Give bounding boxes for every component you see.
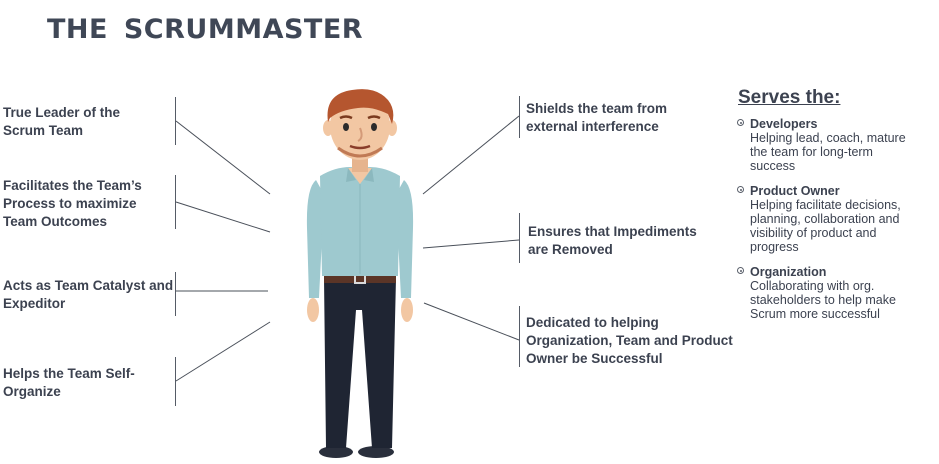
serves-item-description: Helping lead, coach, mature the team for … xyxy=(750,131,906,173)
role-label-facilitates: Facilitates the Team’s Process to maximiz… xyxy=(3,178,142,229)
scrummaster-figure-icon xyxy=(306,89,414,458)
connector-line xyxy=(423,302,520,341)
role-label-catalyst: Acts as Team Catalyst and Expeditor xyxy=(3,278,174,311)
connector-line xyxy=(175,201,271,233)
bullet-circle-icon xyxy=(737,186,744,193)
divider-line xyxy=(519,96,520,138)
serves-item-description: Helping facilitate decisions, planning, c… xyxy=(750,198,901,254)
divider-line xyxy=(175,97,176,145)
serves-item-name: Organization xyxy=(750,265,827,279)
role-label-dedicated: Dedicated to helping Organization, Team a… xyxy=(526,315,733,366)
serves-heading: Serves the: xyxy=(738,87,841,108)
connector-line xyxy=(175,120,271,195)
connector-line xyxy=(175,321,271,382)
divider-line xyxy=(175,175,176,229)
role-label-impediments: Ensures that Impediments are Removed xyxy=(528,224,697,257)
divider-line xyxy=(175,272,176,316)
bullet-circle-icon xyxy=(737,267,744,274)
page-title: THE SCRUMMASTER xyxy=(47,14,364,45)
divider-line xyxy=(519,213,520,263)
bullet-circle-icon xyxy=(737,119,744,126)
divider-line xyxy=(175,357,176,406)
role-label-leader: True Leader of the Scrum Team xyxy=(3,105,121,138)
serves-item-name: Product Owner xyxy=(750,184,840,198)
connector-line xyxy=(422,115,520,195)
serves-item-description: Collaborating with org. stakeholders to h… xyxy=(750,279,896,321)
role-label-shields: Shields the team from external interferen… xyxy=(526,101,668,134)
serves-item-name: Developers xyxy=(750,117,818,131)
connector-line xyxy=(422,239,520,249)
role-label-self-organize: Helps the Team Self- Organize xyxy=(3,366,135,399)
divider-line xyxy=(519,306,520,367)
